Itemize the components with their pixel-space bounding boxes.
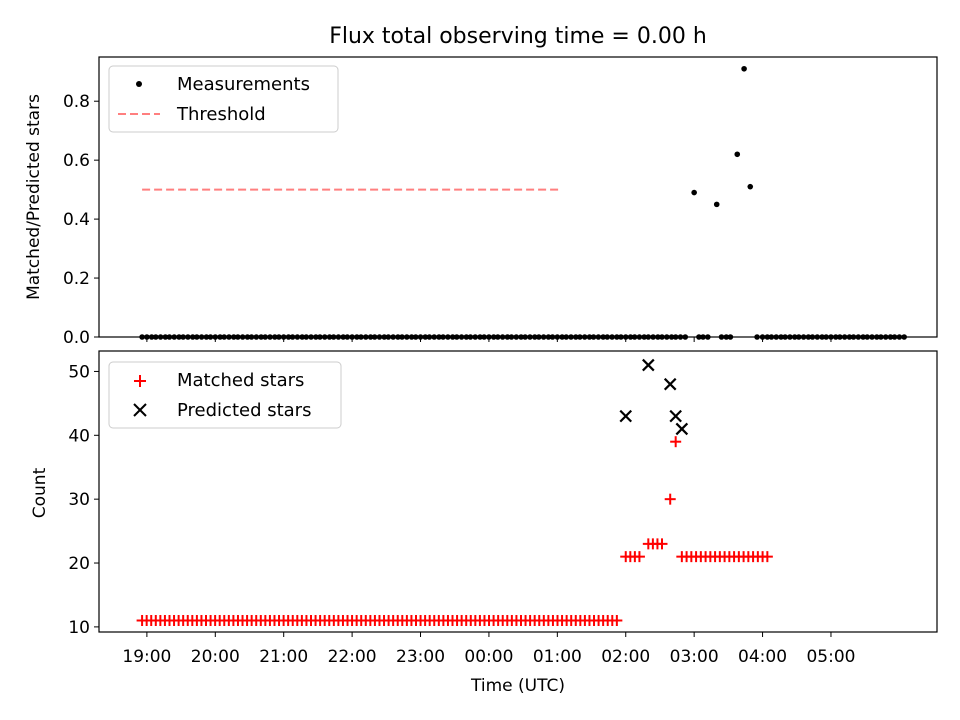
y-tick-label-top: 0.4 (63, 210, 90, 230)
x-tick-label: 22:00 (328, 647, 377, 667)
x-tick-label: 21:00 (259, 647, 308, 667)
x-tick-label: 19:00 (122, 647, 171, 667)
matched-star-point (664, 493, 676, 505)
x-tick-label: 03:00 (670, 647, 719, 667)
matched-stars-points (136, 436, 773, 627)
predicted-star-point (642, 358, 655, 372)
legend-top: Measurements Threshold (108, 65, 339, 133)
x-ticks-bottom: 19:00 20:00 21:00 22:00 23:00 00:00 01:00 02:00… (122, 632, 855, 667)
x-tick-label: 23:00 (396, 647, 445, 667)
y-tick-label-bottom: 20 (68, 554, 90, 574)
top-panel: Flux total observing time = 0.00 h Match… (24, 24, 938, 348)
legend-box-top (108, 65, 339, 133)
y-tick-label-top: 0.6 (63, 151, 90, 171)
y-tick-label-top: 0.8 (63, 92, 90, 112)
matched-star-point (670, 436, 682, 448)
x-tick-label: 20:00 (191, 647, 240, 667)
matched-star-point (761, 551, 773, 563)
legend-marker-matched (134, 375, 146, 387)
measurement-point (734, 151, 741, 158)
legend-label-predicted: Predicted stars (177, 400, 311, 421)
legend-label-measurements: Measurements (177, 74, 310, 95)
y-axis-label-top: Matched/Predicted stars (24, 94, 44, 300)
legend-marker-predicted (133, 403, 147, 417)
measurement-point (741, 65, 747, 72)
x-tick-label: 01:00 (533, 647, 582, 667)
matched-star-point (656, 538, 668, 550)
y-tick-label-top: 0.2 (63, 269, 90, 289)
predicted-stars-points (619, 358, 689, 436)
measurement-point (713, 201, 720, 208)
y-tick-label-bottom: 40 (68, 426, 90, 446)
bottom-panel: Count Time (UTC) 10 20 30 40 50 19:00 20:00 21… (30, 350, 938, 696)
x-tick-label: 00:00 (464, 647, 513, 667)
x-tick-label: 02:00 (601, 647, 650, 667)
x-axis-label: Time (UTC) (470, 676, 565, 696)
y-ticks-top: 0.0 0.2 0.4 0.6 0.8 (63, 92, 99, 348)
matched-star-point (611, 615, 623, 627)
top-axes-frame (98, 56, 938, 338)
predicted-star-point (663, 377, 677, 391)
legend-label-threshold: Threshold (176, 104, 266, 125)
chart-title: Flux total observing time = 0.00 h (329, 24, 707, 49)
legend-box-bottom (108, 361, 342, 429)
matched-star-point (633, 551, 645, 563)
y-axis-label-bottom: Count (30, 467, 50, 518)
legend-label-matched: Matched stars (177, 370, 304, 391)
legend-marker-measurements (136, 81, 142, 87)
legend-bottom: Matched stars Predicted stars (108, 361, 342, 429)
predicted-star-point (619, 409, 633, 423)
x-tick-label: 04:00 (738, 647, 787, 667)
y-ticks-bottom: 10 20 30 40 50 (68, 362, 99, 638)
y-tick-label-bottom: 10 (68, 618, 90, 638)
y-tick-label-top: 0.0 (63, 328, 90, 348)
y-tick-label-bottom: 50 (68, 362, 90, 382)
measurement-point (747, 183, 754, 190)
measurement-point (691, 189, 697, 196)
predicted-star-point (675, 422, 689, 436)
x-tick-label: 05:00 (806, 647, 855, 667)
predicted-star-point (669, 409, 682, 423)
y-tick-label-bottom: 30 (68, 490, 90, 510)
bottom-axes-frame (98, 350, 938, 633)
